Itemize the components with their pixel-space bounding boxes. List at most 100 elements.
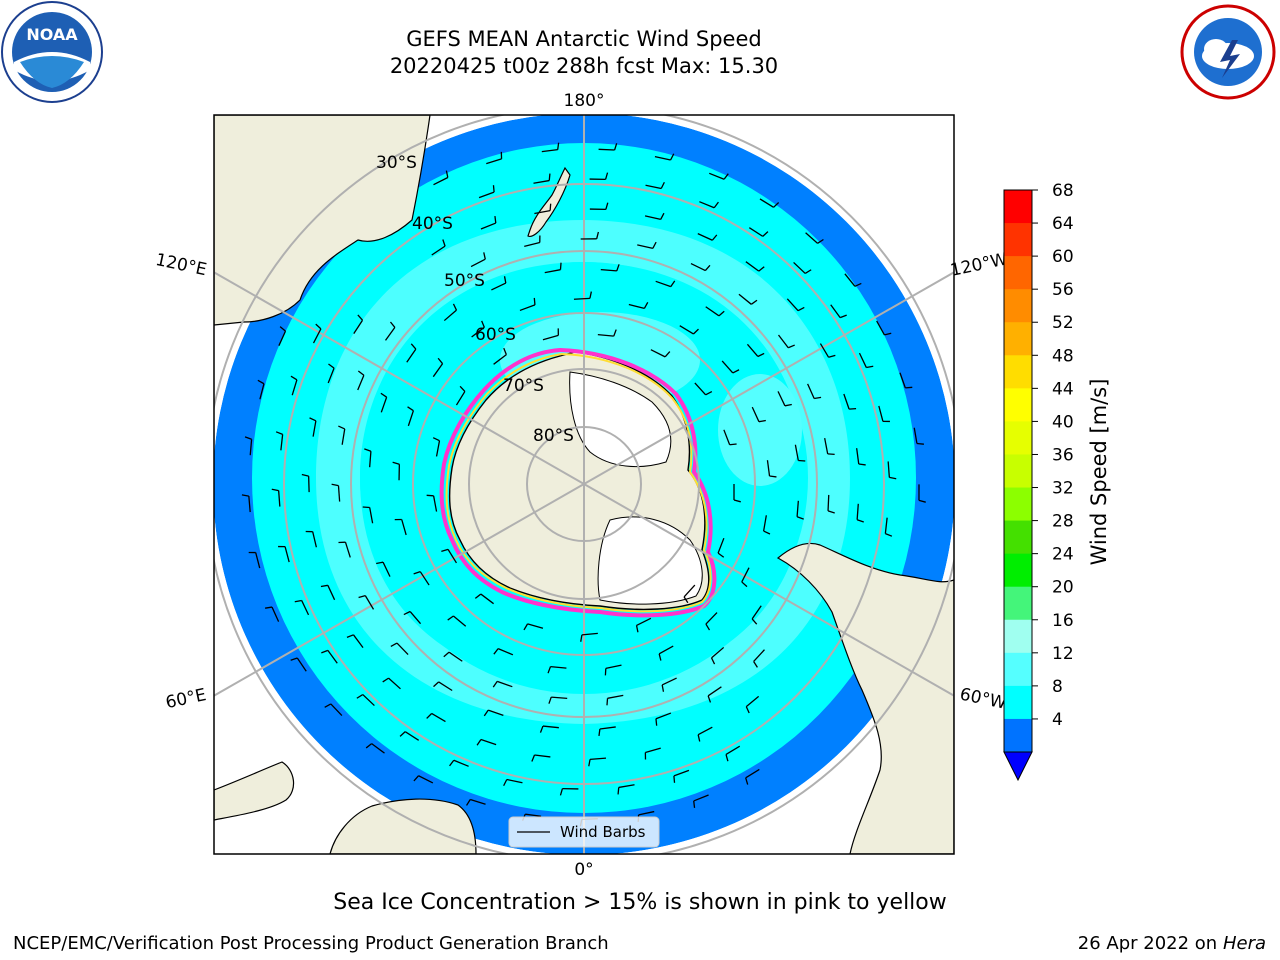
wind-barb-shaft — [645, 184, 662, 190]
south-america-land — [776, 542, 954, 854]
wind-barb-shaft — [878, 405, 884, 422]
wind-barb-flag — [796, 516, 804, 520]
wind-barb-flag — [858, 463, 866, 466]
wind-barb-shaft — [856, 448, 860, 465]
wind-barb-flag — [407, 406, 414, 412]
wind-barb-flag — [531, 754, 536, 762]
wind-barb-shaft — [551, 696, 568, 699]
colorbar-segment — [1004, 586, 1032, 621]
wind-barbs — [241, 142, 926, 827]
wind-barb-shaft — [362, 694, 375, 707]
wind-barb-shaft — [480, 593, 494, 605]
wind-barb-shaft — [341, 428, 346, 445]
wind-barb-flag — [557, 142, 560, 150]
wind-barb-shaft — [312, 328, 322, 344]
wind-barb-flag — [338, 425, 345, 430]
wind-barb-shaft — [488, 709, 504, 716]
wind-barb-flag — [660, 212, 665, 220]
wind-barb-flag — [606, 698, 609, 706]
wind-barb-shaft — [419, 571, 430, 586]
wind-barb-shaft — [541, 149, 558, 153]
wind-barb-flag — [596, 231, 600, 239]
wind-barb-flag — [787, 344, 795, 349]
wind-barb-flag — [916, 442, 924, 445]
wind-barb-flag — [797, 306, 805, 312]
colorbar-tick-label: 52 — [1052, 313, 1074, 333]
wind-barb-flag — [346, 634, 354, 638]
wind-barb-shaft — [443, 309, 457, 322]
wind-barb-shaft — [827, 494, 830, 511]
wind-barb-flag — [331, 483, 339, 487]
wind-barb-flag — [854, 282, 862, 287]
wind-barb-flag — [804, 269, 812, 274]
wind-barb-shaft — [637, 244, 654, 249]
weddell-ice-shelf — [597, 516, 703, 605]
wind-barb-shaft — [679, 325, 694, 335]
map-frame — [213, 114, 955, 855]
colorbar-tick-label: 28 — [1052, 512, 1074, 532]
wind-barb-flag — [452, 303, 458, 311]
wind-barb-flag — [613, 329, 617, 337]
wind-barb-shaft — [638, 810, 655, 816]
wind-barb-flag — [814, 396, 822, 400]
wind-barb-shaft — [527, 623, 544, 629]
wind-barb-flag — [757, 352, 765, 358]
wind-barb-shaft — [480, 222, 497, 230]
wind-barb-flag — [433, 681, 440, 688]
wind-barb-shaft — [357, 375, 365, 391]
colorbar-tick-label: 48 — [1052, 346, 1074, 366]
wind-barb-flag — [839, 314, 847, 319]
wind-barb-shaft — [353, 319, 364, 334]
wind-barb-shaft — [327, 649, 338, 664]
legend-label: Wind Barbs — [560, 823, 646, 841]
colorbar-tick-label: 4 — [1052, 710, 1063, 730]
colorbar-segment — [1004, 223, 1032, 257]
wind-barb-shaft — [690, 263, 706, 272]
wind-barb-flag — [443, 651, 450, 658]
wind-barb-shaft — [856, 503, 859, 520]
wind-barb-shaft — [312, 531, 318, 548]
wind-barb-flag — [413, 571, 421, 575]
wind-barb-shaft — [693, 794, 709, 802]
wind-barb-flag — [244, 436, 252, 440]
wind-barb-shaft — [312, 420, 317, 437]
wind-barb-shaft — [486, 158, 502, 165]
wind-barb-shaft — [506, 778, 523, 784]
wind-barb-flag — [364, 448, 372, 452]
wind-barb-shaft — [824, 438, 829, 455]
wind-barb-flag — [547, 666, 552, 674]
wind-barb-flag — [616, 264, 620, 272]
wind-barb-shaft — [745, 768, 760, 779]
wind-barb-shaft — [805, 232, 819, 244]
wind-barb-flag — [481, 320, 485, 328]
wind-barb-shaft — [699, 201, 715, 209]
lat-label-80s: 80°S — [533, 426, 574, 446]
lat-label-30s: 30°S — [376, 153, 417, 173]
wind-barb-flag — [241, 494, 249, 497]
wind-barb-flag — [493, 648, 499, 655]
wind-barb-flag — [365, 743, 373, 749]
wind-barb-shaft — [618, 784, 635, 789]
wind-barb-shaft — [741, 567, 750, 583]
svg-text:NOAA: NOAA — [26, 25, 78, 44]
wind-barb-shaft — [255, 552, 261, 569]
wind-barb-shaft — [697, 726, 713, 736]
wind-barb-shaft — [655, 712, 672, 720]
lon-label-60w: 60°W — [958, 684, 1008, 713]
colorbar-tick-label: 20 — [1052, 578, 1074, 598]
wind-barb-flag — [751, 618, 758, 625]
wind-barb-shaft — [431, 245, 446, 256]
wind-barb-flag — [294, 599, 302, 603]
africa-land — [329, 798, 477, 854]
wind-barb-flag — [705, 390, 713, 396]
wind-barb-shaft — [644, 215, 661, 221]
wind-barb-shaft — [327, 367, 335, 384]
wind-barb-shaft — [858, 352, 867, 368]
wind-barb-flag — [390, 642, 398, 648]
lon-label-60e: 60°E — [164, 685, 208, 713]
wind-barb-flag — [711, 234, 718, 241]
wind-barb-shaft — [807, 383, 815, 399]
colorbar-segment — [1004, 685, 1032, 720]
wind-barb-flag — [362, 506, 370, 509]
colorbar-segment — [1004, 487, 1032, 522]
